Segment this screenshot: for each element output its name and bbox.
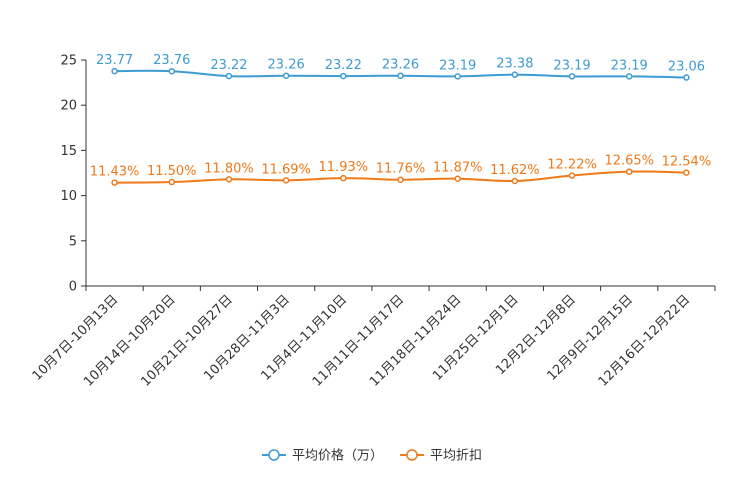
- data-label: 23.22: [210, 58, 247, 73]
- data-point: [454, 73, 461, 80]
- data-point: [225, 176, 233, 183]
- y-tick-label: 15: [60, 144, 77, 159]
- data-point: [282, 72, 290, 79]
- legend[interactable]: 平均价格（万） 平均折扣: [262, 448, 482, 464]
- legend-label: 平均折扣: [430, 449, 482, 464]
- data-point: [282, 177, 290, 184]
- y-tick-label: 5: [69, 234, 77, 249]
- data-label: 11.80%: [204, 161, 254, 176]
- y-tick-label: 10: [60, 189, 77, 204]
- legend-label: 平均价格（万）: [292, 448, 383, 464]
- data-label: 11.87%: [433, 161, 483, 176]
- data-label: 23.19: [553, 58, 590, 73]
- data-point: [168, 67, 176, 75]
- data-label: 12.22%: [547, 158, 597, 173]
- data-point: [454, 175, 461, 182]
- data-label: 23.38: [496, 57, 533, 72]
- legend-item-2[interactable]: 平均折扣: [400, 449, 482, 464]
- data-label: 11.93%: [319, 160, 369, 175]
- data-label: 11.43%: [90, 165, 140, 180]
- legend-item-1[interactable]: 平均价格（万）: [262, 448, 383, 464]
- legend-swatch-marker: [268, 449, 280, 461]
- data-point: [568, 73, 576, 80]
- data-label: 23.26: [268, 58, 305, 73]
- data-point: [511, 177, 519, 185]
- legend-swatch-marker: [406, 449, 418, 461]
- data-point: [340, 72, 347, 80]
- data-point: [397, 176, 404, 183]
- data-label: 11.76%: [376, 162, 426, 177]
- axes: 051015202510月7日-10月13日10月14日-10月20日10月21…: [30, 54, 716, 390]
- data-label: 23.76: [153, 53, 190, 68]
- series-layer: 23.77 23.76 23.22 23.26 23.22 23.26 23.19 23.38…: [90, 53, 711, 186]
- data-label: 23.26: [382, 58, 419, 73]
- data-point: [511, 71, 519, 78]
- data-point: [625, 168, 633, 175]
- data-point: [225, 72, 233, 80]
- y-tick-label: 20: [60, 99, 77, 114]
- data-label: 23.77: [96, 53, 133, 68]
- data-label: 12.54%: [662, 155, 712, 170]
- data-label: 11.62%: [490, 163, 540, 178]
- data-point: [683, 169, 690, 176]
- y-tick-label: 25: [60, 54, 77, 69]
- data-label: 23.22: [325, 58, 362, 73]
- series-1: 23.77 23.76 23.22 23.26 23.22 23.26 23.19 23.38…: [96, 53, 705, 81]
- data-label: 23.19: [439, 58, 476, 73]
- data-point: [111, 67, 118, 75]
- data-label: 23.06: [668, 60, 705, 75]
- data-point: [625, 73, 633, 80]
- data-point: [683, 74, 690, 81]
- data-label: 11.50%: [147, 164, 197, 179]
- data-label: 12.65%: [604, 154, 654, 169]
- data-point: [397, 72, 404, 79]
- y-tick-label: 0: [69, 280, 77, 295]
- data-point: [168, 178, 176, 186]
- data-label: 23.19: [611, 58, 648, 73]
- data-label: 11.69%: [261, 162, 311, 177]
- data-point: [568, 172, 576, 179]
- data-point: [111, 179, 118, 186]
- data-point: [340, 174, 347, 182]
- series-2: 11.43% 11.50% 11.80% 11.69% 11.93% 11.76% 11.8…: [90, 154, 711, 186]
